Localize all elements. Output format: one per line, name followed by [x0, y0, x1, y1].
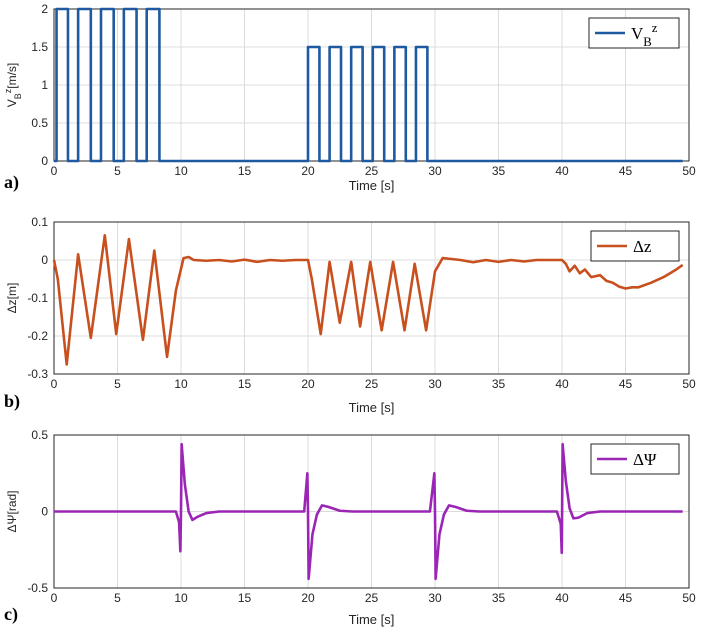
- x-tick-label: 40: [555, 377, 569, 391]
- x-tick-label: 45: [619, 377, 633, 391]
- axes-frame: [53, 221, 690, 375]
- legend: Δz: [590, 230, 680, 262]
- series-line-a: [54, 7, 683, 163]
- chart-panel-a: 0 5 10 15 20 25 30 35 40 45 50 0 0.5 1 1.5 2 Time [s] VBz…: [3, 2, 696, 193]
- y-tick-label: 0: [41, 154, 48, 168]
- legend: ΔΨ: [590, 443, 680, 475]
- legend-label: VBz: [631, 21, 658, 49]
- series-line-c: [54, 442, 683, 581]
- x-tick-label: 20: [301, 164, 315, 178]
- panel-label: c): [4, 604, 18, 625]
- x-tick-label: 5: [114, 591, 121, 605]
- x-tick-label: 35: [492, 377, 506, 391]
- y-axis-label: ΔΨ[rad]: [5, 490, 19, 532]
- x-tick-label: 35: [492, 591, 506, 605]
- x-axis-label: Time [s]: [349, 178, 395, 193]
- x-tick-label: 50: [682, 377, 696, 391]
- x-tick-label: 40: [555, 164, 569, 178]
- y-tick-label: -0.2: [27, 329, 48, 343]
- x-tick-label: 30: [428, 591, 442, 605]
- legend-label: Δz: [633, 237, 652, 256]
- y-tick-label: -0.3: [27, 367, 48, 381]
- y-tick-label: -0.5: [27, 581, 48, 595]
- legend-label: ΔΨ: [633, 450, 657, 469]
- y-axis-label: Δz[m]: [5, 283, 19, 314]
- x-tick-label: 20: [301, 591, 315, 605]
- y-tick-label: 1.5: [31, 40, 48, 54]
- x-tick-label: 25: [365, 164, 379, 178]
- x-tick-label: 15: [238, 591, 252, 605]
- x-tick-label: 50: [682, 164, 696, 178]
- y-tick-label: 0.5: [31, 116, 48, 130]
- x-tick-label: 10: [174, 377, 188, 391]
- x-axis-label: Time [s]: [349, 612, 395, 627]
- x-tick-label: 25: [365, 591, 379, 605]
- x-tick-label: 5: [114, 164, 121, 178]
- x-tick-label: 5: [114, 377, 121, 391]
- y-tick-label: 0: [41, 505, 48, 519]
- x-tick-label: 10: [174, 591, 188, 605]
- x-tick-label: 30: [428, 164, 442, 178]
- x-tick-label: 0: [51, 377, 58, 391]
- x-tick-label: 50: [682, 591, 696, 605]
- x-tick-label: 15: [238, 377, 252, 391]
- x-tick-label: 35: [492, 164, 506, 178]
- x-tick-label: 0: [51, 591, 58, 605]
- x-tick-label: 25: [365, 377, 379, 391]
- x-tick-label: 30: [428, 377, 442, 391]
- y-tick-label: 1: [41, 78, 48, 92]
- y-tick-label: 0.5: [31, 428, 48, 442]
- x-tick-label: 40: [555, 591, 569, 605]
- x-tick-label: 10: [174, 164, 188, 178]
- panel-label: a): [4, 172, 19, 193]
- x-tick-label: 45: [619, 164, 633, 178]
- y-tick-label: 2: [41, 2, 48, 16]
- panel-label: b): [4, 391, 20, 412]
- x-tick-label: 20: [301, 377, 315, 391]
- legend: VBz: [588, 17, 680, 49]
- x-axis-label: Time [s]: [349, 400, 395, 415]
- series-line-b: [52, 234, 684, 366]
- y-tick-label: 0.1: [31, 215, 48, 229]
- chart-panel-b: 0 5 10 15 20 25 30 35 40 45 50 -0.3 -0.2 -0.1 0 0.1 Time…: [4, 215, 696, 415]
- x-tick-label: 0: [51, 164, 58, 178]
- y-tick-label: 0: [41, 253, 48, 267]
- y-axis-label: VBz[m/s]: [3, 63, 23, 108]
- x-tick-label: 15: [238, 164, 252, 178]
- x-tick-label: 45: [619, 591, 633, 605]
- y-tick-label: -0.1: [27, 291, 48, 305]
